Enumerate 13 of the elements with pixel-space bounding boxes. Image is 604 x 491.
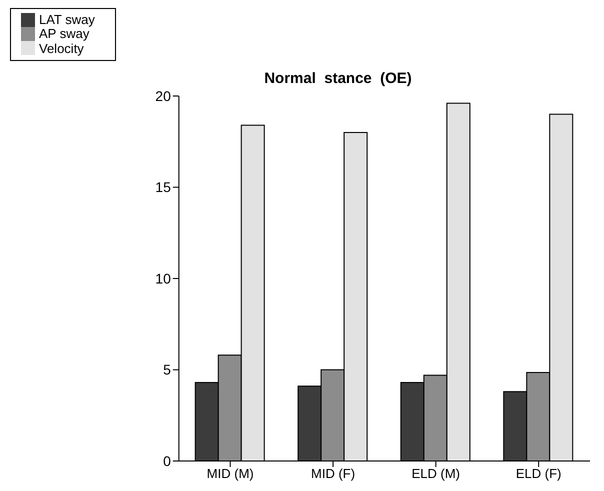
chart-title: Normal stance (OE) <box>263 70 413 87</box>
x-tick-label: MID (M) <box>206 466 254 482</box>
y-tick-label: 15 <box>155 179 172 196</box>
x-tick-label: ELD (M) <box>412 466 460 482</box>
y-tick-label: 20 <box>155 88 172 104</box>
x-tick-label: ELD (F) <box>516 466 562 482</box>
y-tick-label: 10 <box>155 270 172 286</box>
x-tick-label: MID (F) <box>311 466 356 482</box>
y-tick-label: 5 <box>163 362 172 378</box>
legend-label: LAT sway <box>39 12 95 28</box>
legend-label: AP sway <box>39 26 90 42</box>
legend-label: Velocity <box>39 40 84 56</box>
y-tick-label: 0 <box>163 452 172 469</box>
